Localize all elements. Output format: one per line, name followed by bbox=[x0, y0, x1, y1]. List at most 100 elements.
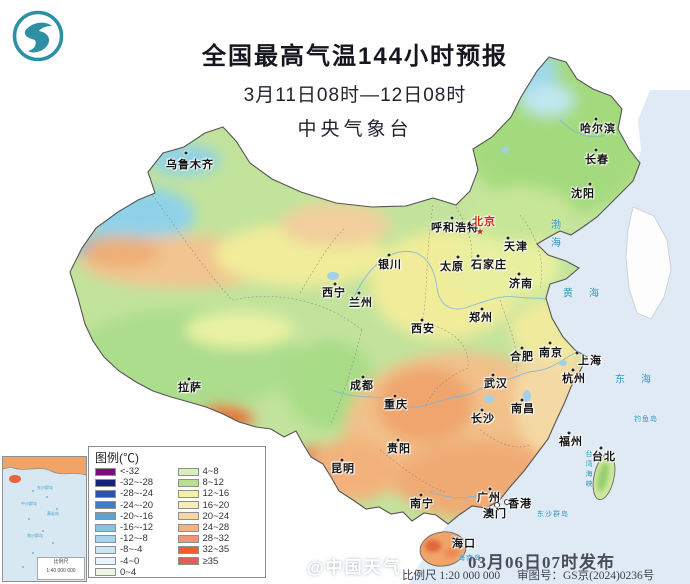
legend-swatch bbox=[177, 489, 199, 498]
legend-item: 0~4 bbox=[95, 567, 178, 578]
legend-label: 20~24 bbox=[202, 510, 230, 522]
legend-item: -8~-4 bbox=[95, 544, 178, 555]
sea-area bbox=[409, 90, 690, 584]
legend-title: 图例(℃) bbox=[95, 451, 139, 465]
city-marker bbox=[357, 291, 361, 295]
city-marker bbox=[494, 502, 500, 508]
city-marker bbox=[491, 373, 495, 377]
legend-swatch bbox=[95, 523, 116, 532]
city-label: 香港 bbox=[508, 498, 532, 510]
legend-swatch bbox=[177, 512, 199, 521]
legend-label: ≥35 bbox=[202, 555, 219, 567]
legend-label: -32~-28 bbox=[120, 477, 154, 489]
legend-item: -28~-24 bbox=[95, 488, 178, 499]
city-marker bbox=[187, 377, 191, 381]
city-marker bbox=[520, 346, 524, 350]
city-label: 北京 bbox=[472, 216, 496, 228]
city-marker bbox=[451, 536, 455, 540]
city-marker bbox=[571, 368, 575, 372]
legend-item: -24~-20 bbox=[95, 500, 178, 511]
legend-columns: <-32 -32~-28 -28~-24 -24~-20 -20~-16 -16~-12-… bbox=[95, 466, 260, 578]
city-label: 沈阳 bbox=[571, 188, 595, 200]
sea-label: 钓鱼岛 bbox=[634, 416, 658, 423]
china-outline-stroke bbox=[69, 56, 641, 525]
city-label: 昆明 bbox=[331, 463, 355, 475]
city-marker bbox=[599, 446, 603, 450]
legend-label: -4~0 bbox=[120, 555, 140, 567]
legend-swatch bbox=[95, 568, 116, 577]
legend-swatch bbox=[95, 501, 116, 510]
sea-label: 渤海 bbox=[548, 219, 560, 255]
legend-swatch bbox=[177, 467, 199, 476]
inset-scale-box: 比例尺 1:40 000 000 bbox=[37, 557, 85, 580]
city-label: 石家庄 bbox=[471, 259, 507, 271]
legend-label: -8~-4 bbox=[120, 544, 143, 556]
city-label: 郑州 bbox=[469, 312, 493, 324]
sea-label: 黄海 bbox=[563, 288, 615, 300]
legend-column-right: 4~8 8~12 12~16 16~20 20~24 24~28 28~32 32~35 ≥35 bbox=[177, 466, 261, 578]
legend-item: 20~24 bbox=[177, 510, 261, 522]
city-label: 福州 bbox=[559, 436, 583, 448]
city-marker bbox=[361, 375, 365, 379]
sea-label: 海南岛 bbox=[458, 555, 482, 562]
city-label: 西宁 bbox=[322, 287, 346, 299]
legend-swatch bbox=[95, 478, 116, 487]
city-marker bbox=[184, 151, 188, 155]
sea-label: 东海 bbox=[615, 374, 667, 386]
city-marker bbox=[387, 253, 391, 257]
city-label: 南昌 bbox=[511, 403, 535, 415]
legend-swatch bbox=[95, 467, 116, 476]
city-label: 澳门 bbox=[483, 508, 507, 520]
city-label: 南京 bbox=[539, 347, 563, 359]
city-marker bbox=[594, 117, 598, 121]
city-marker bbox=[476, 254, 480, 258]
city-label: 南宁 bbox=[410, 498, 434, 510]
city-marker bbox=[456, 255, 460, 259]
city-marker bbox=[575, 351, 579, 355]
cma-dragon-icon bbox=[12, 10, 64, 62]
agency-name: 中央气象台 bbox=[297, 119, 413, 140]
city-marker: ★ bbox=[475, 226, 485, 237]
legend-column-left: <-32 -32~-28 -28~-24 -24~-20 -20~-16 -16~-12-… bbox=[95, 466, 178, 578]
legend-item: -16~-12 bbox=[95, 522, 178, 533]
legend-label: 24~28 bbox=[202, 522, 230, 534]
svg-text:东沙群岛: 东沙群岛 bbox=[37, 484, 53, 490]
city-label: 太原 bbox=[440, 261, 464, 273]
legend-box: 图例(℃) <-32 -32~-28 -28~-24 -24~-20 -20~-16 -1… bbox=[88, 446, 266, 578]
city-marker bbox=[393, 394, 397, 398]
hainan-island bbox=[419, 531, 467, 567]
city-marker bbox=[480, 408, 484, 412]
city-marker bbox=[396, 438, 400, 442]
inset-scale-value: 1:40 000 000 bbox=[46, 568, 76, 574]
legend-item: -32~-28 bbox=[95, 477, 178, 488]
legend-label: 32~35 bbox=[202, 544, 230, 556]
city-marker bbox=[504, 499, 510, 505]
city-marker bbox=[450, 216, 454, 220]
city-marker bbox=[506, 236, 510, 240]
legend-label: 0~4 bbox=[120, 566, 137, 578]
legend-swatch bbox=[177, 545, 199, 554]
city-marker bbox=[548, 341, 552, 345]
legend-item: 28~32 bbox=[177, 533, 261, 544]
city-label: 杭州 bbox=[562, 373, 586, 385]
city-marker bbox=[567, 431, 571, 435]
legend-item: 32~35 bbox=[177, 544, 261, 556]
legend-swatch bbox=[177, 557, 199, 566]
city-label: 呼和浩特 bbox=[431, 222, 479, 234]
legend-label: -28~-24 bbox=[120, 488, 154, 500]
city-label: 台北 bbox=[592, 451, 616, 463]
city-label: 乌鲁木齐 bbox=[166, 159, 214, 171]
legend-swatch bbox=[95, 534, 116, 543]
legend-item: 4~8 bbox=[177, 466, 261, 477]
city-label: 长沙 bbox=[471, 413, 495, 425]
legend-item: -4~0 bbox=[95, 556, 178, 567]
city-label: 重庆 bbox=[384, 399, 408, 411]
city-marker bbox=[594, 148, 598, 152]
legend-swatch bbox=[177, 523, 199, 532]
city-marker bbox=[340, 458, 344, 462]
legend-swatch bbox=[177, 534, 199, 543]
weibo-icon bbox=[281, 559, 301, 575]
lakes bbox=[327, 147, 567, 403]
